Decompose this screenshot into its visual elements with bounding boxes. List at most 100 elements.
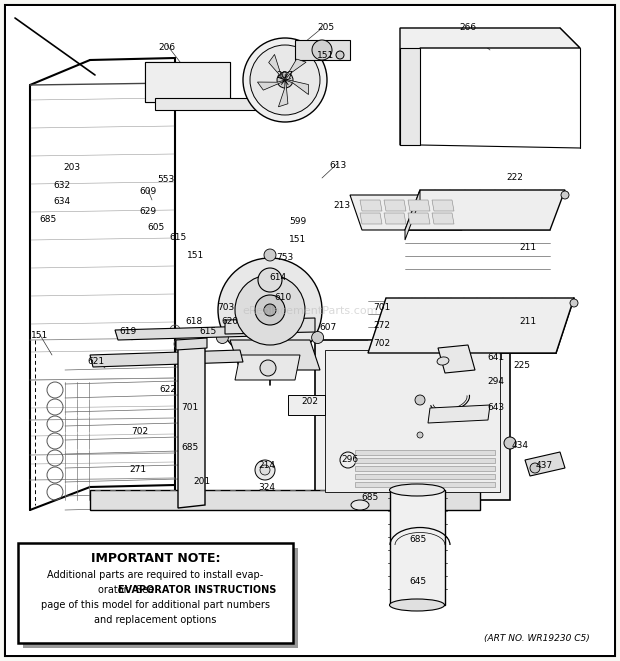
Circle shape [277,72,293,88]
Polygon shape [428,405,490,423]
Polygon shape [230,340,320,370]
Text: 685: 685 [182,444,198,453]
Text: 615: 615 [200,327,216,336]
Polygon shape [281,59,306,85]
Text: 266: 266 [459,24,477,32]
Circle shape [530,463,540,473]
Text: 685: 685 [361,494,379,502]
Text: 151: 151 [32,330,48,340]
Text: 618: 618 [185,317,203,327]
Text: page of this model for additional part numbers: page of this model for additional part n… [41,600,270,610]
Text: 645: 645 [409,578,427,586]
Text: 214: 214 [259,461,275,469]
Circle shape [255,460,275,480]
Text: 629: 629 [140,208,157,217]
Polygon shape [405,190,565,230]
Polygon shape [432,200,454,211]
Text: 641: 641 [487,354,505,362]
Text: 599: 599 [290,217,307,227]
Text: 753: 753 [277,254,294,262]
Text: 609: 609 [140,188,157,196]
Text: 437: 437 [536,461,552,469]
Polygon shape [315,340,510,500]
Polygon shape [288,395,325,415]
Ellipse shape [389,484,445,496]
Text: 434: 434 [512,440,528,449]
Text: 610: 610 [275,293,291,303]
Polygon shape [400,28,580,145]
Text: 294: 294 [487,377,505,387]
Text: 211: 211 [520,317,536,327]
Text: 621: 621 [87,358,105,366]
Text: 685: 685 [409,535,427,545]
Polygon shape [325,350,500,492]
Polygon shape [360,213,382,224]
Circle shape [264,304,276,316]
Text: 151: 151 [317,50,335,59]
Circle shape [218,258,322,362]
Polygon shape [278,74,288,107]
Text: 324: 324 [259,483,275,492]
Text: 213: 213 [334,200,350,210]
Polygon shape [155,98,265,110]
Text: EVAPORATOR INSTRUCTIONS: EVAPORATOR INSTRUCTIONS [118,585,277,595]
Ellipse shape [351,500,369,510]
Text: 643: 643 [487,403,505,412]
Circle shape [340,452,356,468]
Text: 620: 620 [221,317,239,327]
Polygon shape [257,79,291,90]
Bar [23,548,298,648]
Polygon shape [115,326,258,340]
Polygon shape [432,213,454,224]
Text: orator.  See: orator. See [98,585,157,595]
Text: 685: 685 [40,215,56,225]
Text: 296: 296 [342,455,358,465]
Circle shape [255,295,285,325]
Polygon shape [355,466,495,471]
Polygon shape [405,190,420,240]
Polygon shape [225,318,315,334]
Bar [18,543,293,643]
Text: 222: 222 [507,173,523,182]
Text: and replacement options: and replacement options [94,615,216,625]
Text: 272: 272 [373,321,391,330]
Polygon shape [355,450,495,455]
Polygon shape [400,48,420,145]
Polygon shape [235,355,300,380]
Circle shape [570,299,578,307]
Polygon shape [408,213,430,224]
Polygon shape [178,342,205,508]
Text: 202: 202 [301,397,319,407]
Ellipse shape [389,599,445,611]
Text: (ART NO. WR19230 C5): (ART NO. WR19230 C5) [484,635,590,644]
Polygon shape [438,345,475,373]
Polygon shape [90,490,480,510]
Polygon shape [368,298,574,353]
Text: 605: 605 [148,223,165,233]
Polygon shape [355,458,495,463]
Text: IMPORTANT NOTE:: IMPORTANT NOTE: [91,551,220,564]
Text: 201: 201 [193,477,211,486]
Circle shape [561,191,569,199]
Text: eReplacementParts.com: eReplacementParts.com [242,305,378,316]
Circle shape [264,249,276,261]
Circle shape [417,432,423,438]
Polygon shape [280,78,309,95]
Polygon shape [384,200,406,211]
Text: 151: 151 [290,235,307,245]
Circle shape [260,465,270,475]
Polygon shape [384,213,406,224]
Circle shape [258,268,282,292]
Text: 607: 607 [319,323,337,332]
Ellipse shape [437,357,449,365]
Polygon shape [90,350,243,367]
Text: 702: 702 [373,340,391,348]
Text: 619: 619 [120,327,136,336]
Text: 614: 614 [270,274,286,282]
Text: 271: 271 [130,465,146,475]
Circle shape [260,360,276,376]
Text: 207: 207 [277,71,293,79]
Circle shape [235,275,305,345]
Text: 634: 634 [53,198,71,206]
Text: 702: 702 [131,428,149,436]
